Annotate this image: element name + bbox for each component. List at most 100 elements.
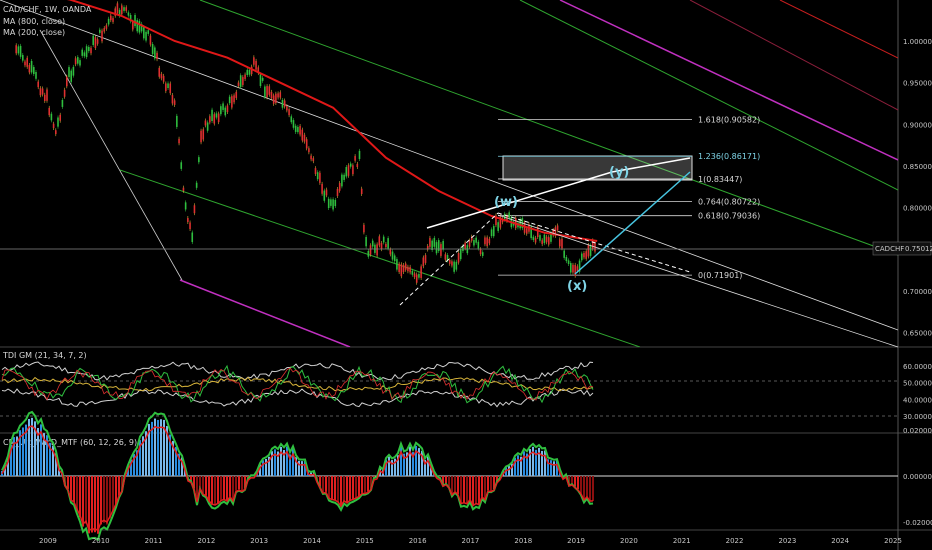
price-candle <box>583 252 585 258</box>
price-candle <box>281 99 284 108</box>
price-candle <box>121 5 123 15</box>
price-candle <box>37 81 39 88</box>
price-candle <box>24 61 26 66</box>
price-candle <box>195 182 198 188</box>
price-candle <box>580 253 583 261</box>
time-axis[interactable]: 2009 2010 2011 2012 2013 2014 2015 2016 2017 2018… <box>39 537 902 545</box>
macd-histogram-bar <box>475 476 477 505</box>
price-candle <box>261 77 264 81</box>
macd-histogram-bar <box>97 476 99 534</box>
price-candle <box>378 236 381 246</box>
price-candle <box>224 107 227 116</box>
macd-histogram-bar <box>421 450 423 476</box>
price-candle <box>488 238 491 244</box>
price-candle <box>448 259 451 264</box>
price-candle <box>398 263 400 273</box>
price-candle <box>107 18 110 25</box>
price-candle <box>576 266 579 272</box>
macd-histogram-bar <box>484 476 486 500</box>
price-candle <box>200 130 202 143</box>
price-candle <box>246 69 249 76</box>
price-candle <box>299 125 301 135</box>
price-candle <box>206 122 209 131</box>
macd-histogram-bar <box>7 457 9 476</box>
price-candle <box>435 242 438 254</box>
price-candle <box>270 91 273 99</box>
price-candle <box>233 95 235 103</box>
price-candle <box>167 83 169 89</box>
macd-histogram-bar <box>172 440 174 476</box>
price-candle <box>468 240 471 247</box>
macd-histogram-bar <box>265 458 267 476</box>
macd-histogram-bar <box>40 424 42 476</box>
macd-histogram-bar <box>535 449 537 476</box>
macd-histogram-bar <box>460 476 462 504</box>
price-candle <box>143 27 145 39</box>
tdi-title: TDI GM (21, 34, 7, 2) <box>2 351 87 360</box>
price-candle <box>501 219 504 223</box>
macd-histogram-bar <box>208 476 210 502</box>
price-candle <box>547 237 550 245</box>
tdi-lower-band <box>1 388 594 408</box>
price-candle <box>202 129 205 140</box>
price-candle <box>286 106 288 111</box>
time-tick-label: 2012 <box>197 537 215 545</box>
price-candle <box>213 114 216 124</box>
fib-level-label: 0(0.71901) <box>698 271 742 280</box>
price-candle <box>310 155 312 160</box>
price-candle <box>495 215 497 226</box>
price-candle <box>77 57 79 64</box>
price-candle <box>125 7 128 11</box>
macd-histogram-bar <box>31 417 33 476</box>
macd-histogram-bar <box>478 476 480 506</box>
symbol-title: CAD/CHF, 1W, OANDA <box>3 5 92 14</box>
price-candle <box>162 75 165 82</box>
price-candle <box>257 67 260 74</box>
price-candle <box>462 246 464 251</box>
time-tick-label: 2025 <box>884 537 902 545</box>
macd-histogram-bar <box>454 476 456 492</box>
price-candle <box>431 240 433 250</box>
time-tick-label: 2021 <box>673 537 691 545</box>
macd-tick-label: -0.02000 <box>903 519 932 527</box>
wave-y-label: (y) <box>609 165 629 180</box>
price-candle <box>250 66 253 75</box>
price-candle <box>530 226 532 239</box>
time-tick-label: 2024 <box>831 537 849 545</box>
macd-histogram-bar <box>259 464 261 476</box>
price-candle <box>376 244 378 256</box>
price-candle <box>459 248 462 260</box>
price-candle <box>539 235 541 241</box>
price-candle <box>358 150 361 159</box>
price-candle <box>437 240 440 251</box>
price-candle <box>32 67 35 75</box>
price-candle <box>338 183 341 191</box>
price-candle <box>341 174 343 187</box>
price-candle <box>19 45 22 57</box>
price-candle <box>68 67 70 77</box>
macd-histogram-bar <box>520 456 522 476</box>
tdi-rsi-line <box>1 364 594 404</box>
price-candle <box>477 241 480 249</box>
macd-histogram-bar <box>319 476 321 487</box>
price-candle <box>453 261 455 272</box>
macd-histogram-bar <box>220 476 222 501</box>
price-candle <box>543 234 546 244</box>
macd-histogram-bar <box>193 476 195 489</box>
fib-level-label: 1.236(0.86171) <box>698 152 760 161</box>
price-candle <box>35 72 37 79</box>
macd-histogram-bar <box>283 449 285 476</box>
time-tick-label: 2011 <box>145 537 163 545</box>
price-candle <box>198 157 200 163</box>
price-candle <box>28 64 31 73</box>
macd-histogram-bar <box>529 449 531 476</box>
price-candle <box>330 199 332 206</box>
price-tick-label: 1.00000 <box>903 38 932 46</box>
price-candle <box>55 130 57 135</box>
price-candle <box>116 3 119 14</box>
macd-histogram-bar <box>337 476 339 503</box>
price-candle <box>563 250 565 258</box>
price-candle <box>550 232 552 242</box>
macd-histogram-bar <box>514 457 516 476</box>
